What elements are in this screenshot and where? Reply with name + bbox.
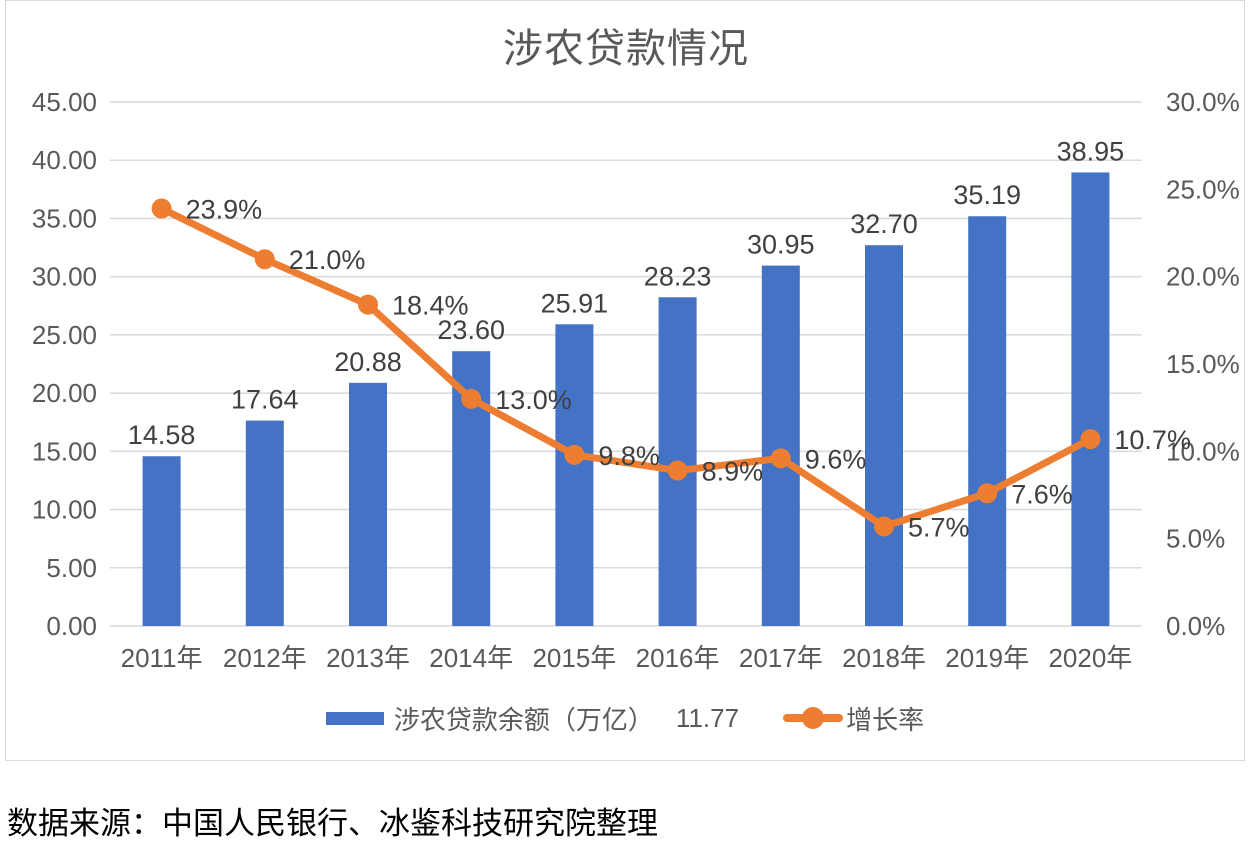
legend-bar-series-label: 涉农贷款余额（万亿） [393, 704, 654, 735]
bar [555, 324, 594, 626]
right-axis-tick-label: 25.0% [1166, 174, 1240, 204]
left-axis-tick-label: 0.00 [46, 611, 97, 641]
x-axis-category-label: 2013年 [326, 643, 410, 673]
x-axis-category-label: 2011年 [121, 643, 203, 673]
bar-data-label: 32.70 [850, 209, 918, 239]
x-axis-category-label: 2019年 [945, 643, 1029, 673]
bar [349, 382, 387, 626]
bar-data-label: 38.95 [1057, 136, 1125, 166]
line-series-swatch-icon [783, 707, 844, 729]
bar [865, 245, 903, 626]
bar [761, 265, 800, 626]
left-axis-tick-label: 25.00 [32, 320, 97, 350]
right-axis-tick-label: 0.0% [1166, 611, 1225, 641]
chart-frame [5, 0, 1245, 761]
growth-rate-line [158, 205, 1094, 530]
bar-data-label: 14.58 [128, 420, 196, 450]
legend-bar-series-extra-value: 11.77 [675, 702, 740, 733]
line-data-label: 18.4% [392, 291, 469, 321]
line-data-label: 7.6% [1011, 479, 1073, 509]
legend-line-series-label: 增长率 [846, 704, 925, 735]
right-axis-tick-label: 20.0% [1166, 262, 1240, 292]
chart-title: 涉农贷款情况 [503, 27, 749, 71]
line-data-label: 13.0% [495, 385, 572, 415]
bar [245, 420, 284, 626]
bar-data-label: 35.19 [953, 180, 1021, 210]
x-axis-category-label: 2018年 [842, 643, 926, 673]
x-axis-category-label: 2017年 [739, 643, 823, 673]
bar [1071, 172, 1110, 626]
bar [968, 216, 1007, 626]
left-axis-tick-label: 5.00 [46, 553, 97, 583]
line-data-label: 8.9% [702, 457, 764, 487]
line-marker [358, 294, 378, 315]
left-axis-tick-label: 20.00 [32, 378, 97, 408]
bar-series-swatch-icon [325, 711, 384, 725]
line-marker [977, 483, 998, 504]
left-axis-tick-label: 35.00 [32, 203, 97, 233]
line-data-label: 21.0% [289, 245, 366, 275]
line-marker [1080, 429, 1101, 450]
data-source-note: 数据来源：中国人民银行、冰鉴科技研究院整理 [7, 806, 658, 841]
bar-data-label: 20.88 [334, 347, 402, 377]
right-axis-tick-label: 15.0% [1166, 349, 1240, 379]
left-axis-tick-label: 30.00 [32, 262, 97, 292]
line-data-label: 10.7% [1114, 425, 1191, 455]
x-axis-category-label: 2012年 [223, 643, 307, 673]
line-marker [564, 444, 585, 465]
right-axis-tick-label: 10.0% [1166, 436, 1240, 466]
line-marker [254, 249, 275, 270]
x-axis-category-label: 2016年 [636, 643, 720, 673]
right-axis-tick-label: 30.0% [1166, 87, 1240, 117]
bar-data-label: 23.60 [437, 315, 505, 345]
line-marker [151, 198, 172, 219]
chart-legend: 涉农贷款余额（万亿） 11.77 增长率 [5, 700, 1245, 736]
left-axis-tick-label: 15.00 [32, 436, 97, 466]
left-axis-tick-label: 10.00 [32, 495, 97, 525]
right-axis-tick-label: 5.0% [1166, 524, 1225, 554]
line-marker [667, 460, 688, 481]
x-axis-category-label: 2015年 [532, 643, 616, 673]
left-axis-tick-label: 40.00 [32, 145, 97, 175]
x-axis-category-label: 2014年 [429, 643, 513, 673]
bar-data-label: 30.95 [747, 230, 815, 260]
line-data-label: 9.6% [805, 444, 867, 474]
x-axis-category-label: 2020年 [1048, 643, 1132, 673]
bar-data-label: 28.23 [644, 261, 712, 291]
legend-item-line-series: 增长率 [783, 700, 924, 737]
line-marker [874, 516, 894, 537]
bar-data-label: 25.91 [541, 288, 609, 318]
bar [142, 456, 181, 626]
line-data-label: 23.9% [186, 195, 263, 225]
bar-data-label: 17.64 [231, 385, 299, 415]
left-axis-tick-label: 45.00 [32, 87, 97, 117]
legend-item-bar-series: 涉农贷款余额（万亿） 11.77 [325, 700, 740, 737]
line-marker [461, 388, 482, 409]
line-marker [770, 448, 791, 469]
line-data-label: 5.7% [908, 512, 970, 542]
line-data-label: 9.8% [598, 441, 660, 471]
